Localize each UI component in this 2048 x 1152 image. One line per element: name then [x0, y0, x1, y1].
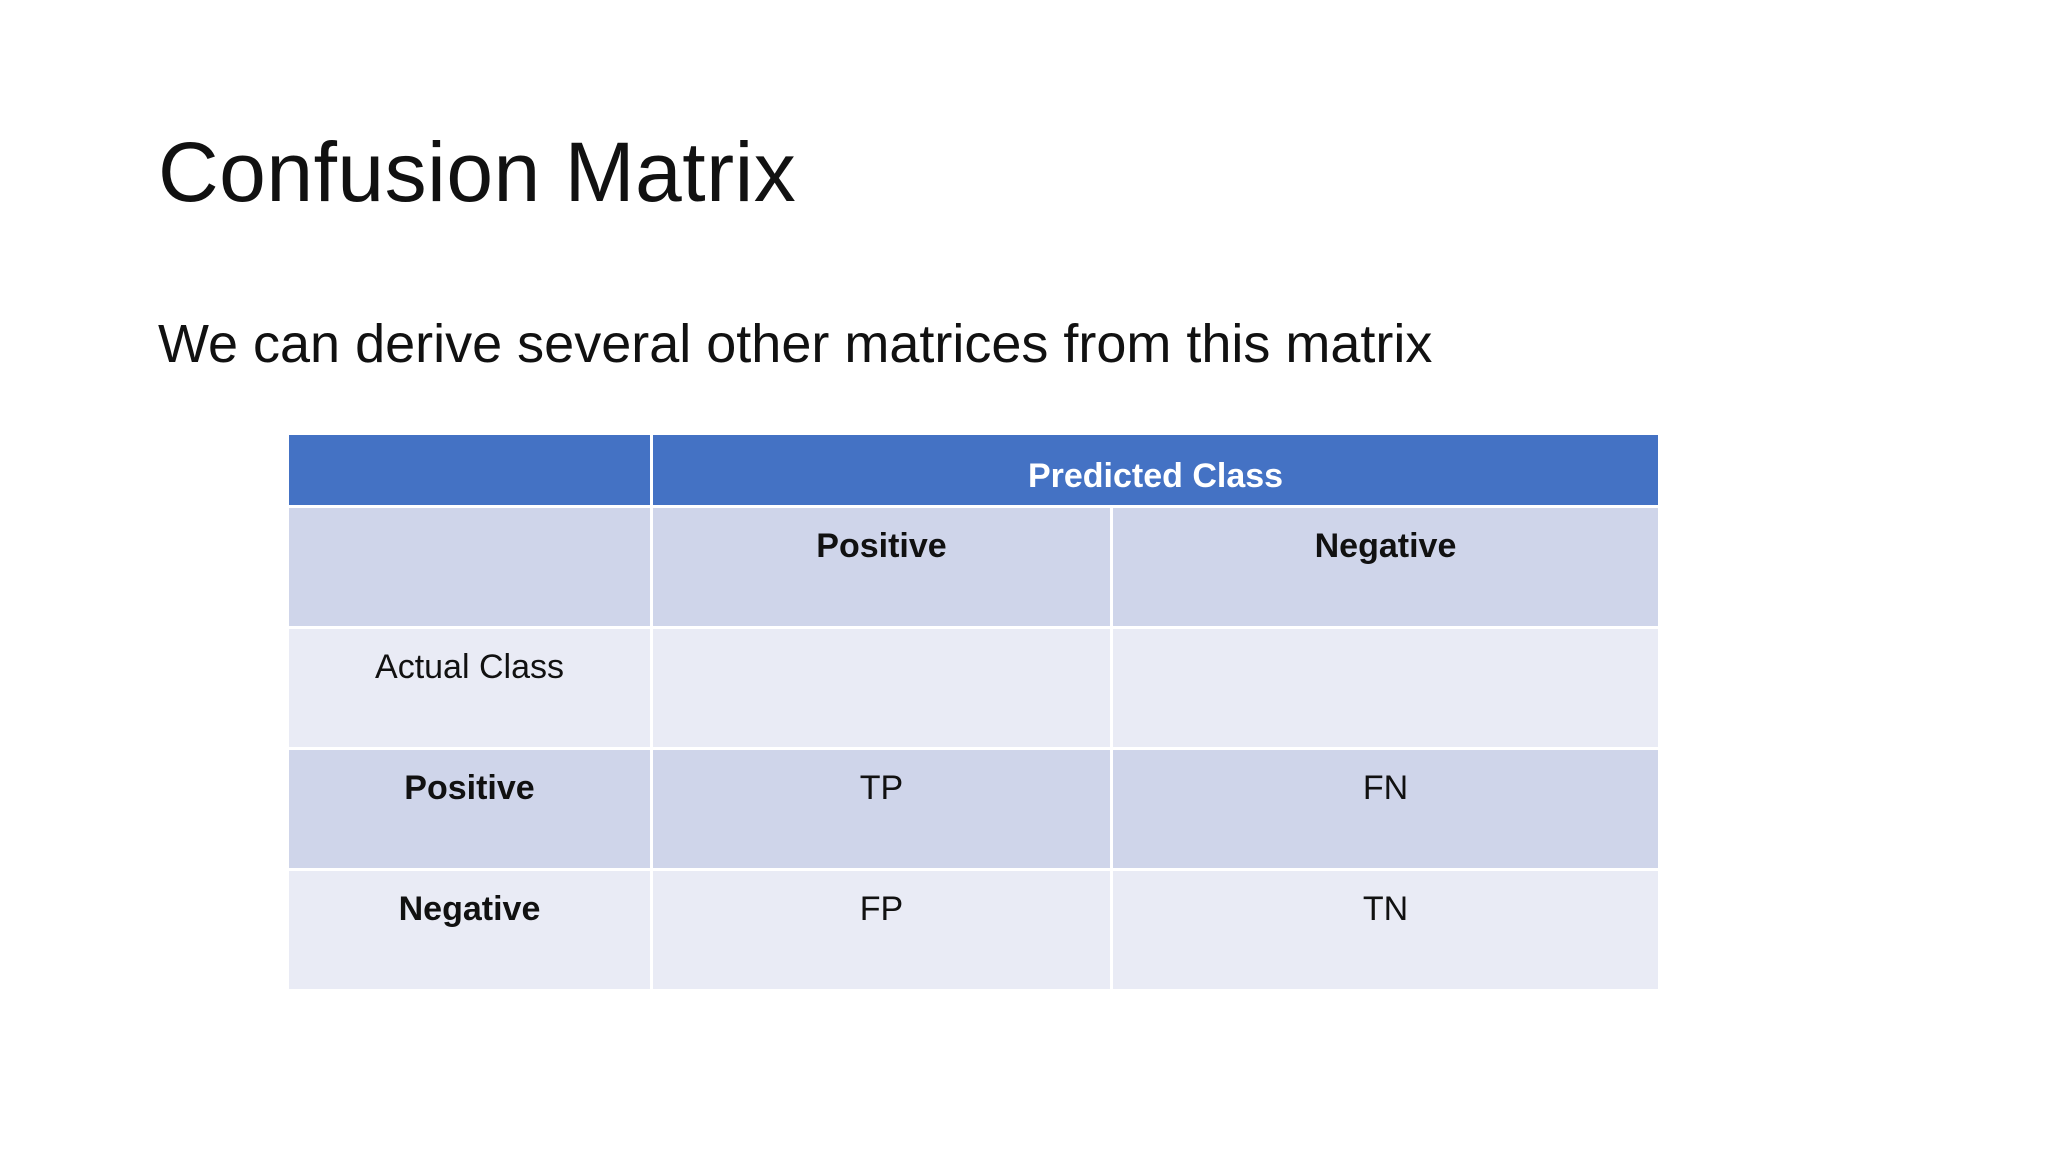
predicted-positive-header: Positive: [650, 505, 1113, 629]
empty-cell: [1110, 626, 1661, 750]
slide-subtitle: We can derive several other matrices fro…: [158, 314, 1433, 374]
predicted-negative-header: Negative: [1110, 505, 1661, 629]
slide-title: Confusion Matrix: [158, 125, 797, 219]
predicted-class-header: Predicted Class: [650, 432, 1661, 508]
empty-cell: [650, 626, 1113, 750]
cell-tn: TN: [1110, 868, 1661, 992]
cell-tp: TP: [650, 747, 1113, 871]
table-row: Negative FP TN: [286, 868, 1661, 992]
predicted-columns-row: Positive Negative: [286, 505, 1661, 629]
confusion-matrix-table: Predicted Class Positive Negative Actual…: [286, 432, 1661, 992]
table-header-row: Predicted Class: [286, 432, 1661, 508]
corner-cell: [286, 432, 653, 508]
actual-negative-label: Negative: [286, 868, 653, 992]
actual-class-label: Actual Class: [286, 626, 653, 750]
actual-positive-label: Positive: [286, 747, 653, 871]
empty-label-cell: [286, 505, 653, 629]
table-row: Positive TP FN: [286, 747, 1661, 871]
actual-class-row: Actual Class: [286, 626, 1661, 750]
cell-fn: FN: [1110, 747, 1661, 871]
cell-fp: FP: [650, 868, 1113, 992]
